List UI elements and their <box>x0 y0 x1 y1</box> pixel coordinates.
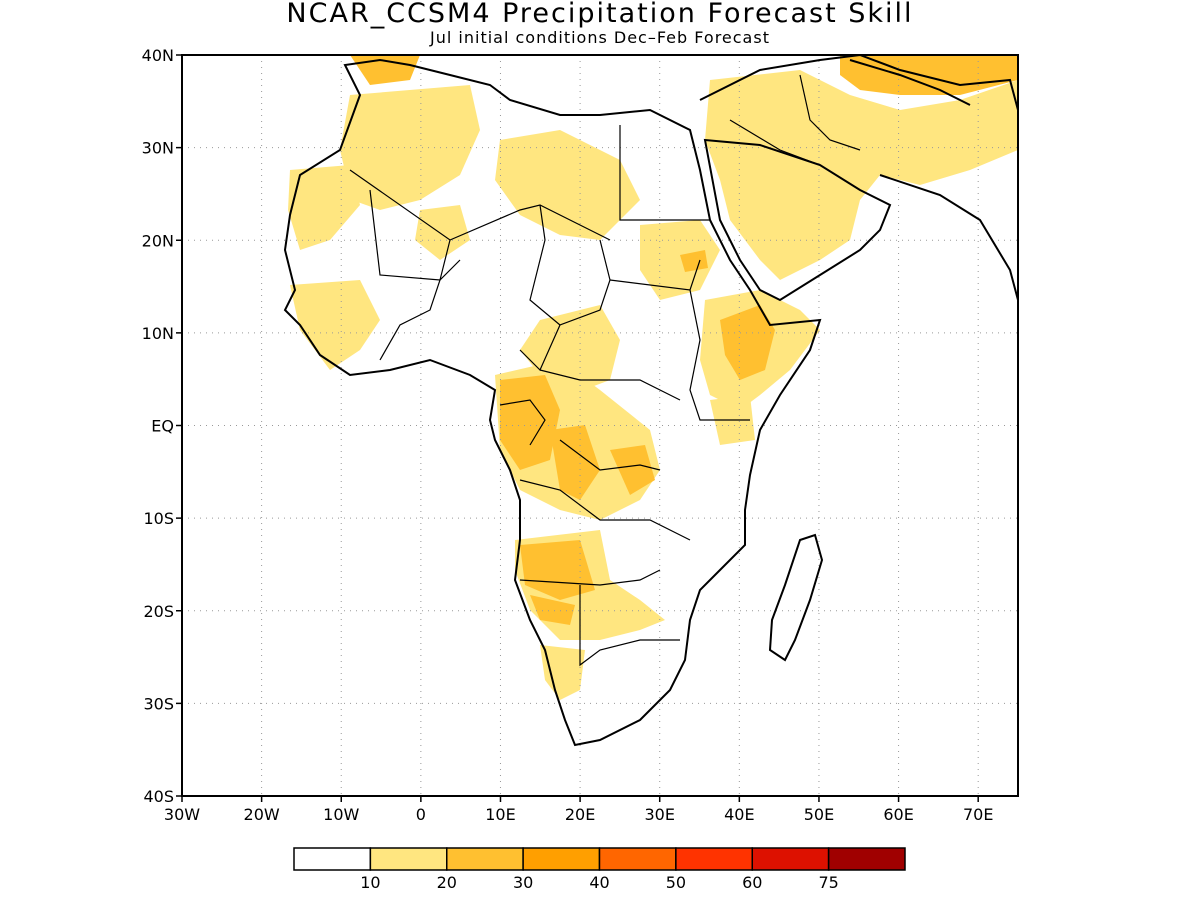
colorbar-label: 60 <box>742 873 762 892</box>
longitude-axis: 30W 20W 10W 0 10E 20E 30E 40E 50E 60E 70E <box>164 796 993 824</box>
colorbar-label: 50 <box>666 873 686 892</box>
colorbar-label: 20 <box>437 873 457 892</box>
colorbar-legend: 10 20 30 40 50 60 75 <box>293 847 906 892</box>
colorbar-label: 75 <box>818 873 838 892</box>
lat-tick-label: 30S <box>143 694 174 713</box>
lon-tick-label: 30E <box>644 805 674 824</box>
lat-tick-label: 10S <box>143 509 174 528</box>
colorbar-swatch <box>522 847 601 871</box>
colorbar-label: 40 <box>589 873 609 892</box>
lat-tick-label: 20S <box>143 602 174 621</box>
colorbar-label: 30 <box>513 873 533 892</box>
lat-tick-label: 40S <box>143 787 174 806</box>
colorbar-swatch <box>675 847 753 871</box>
lon-tick-label: 10W <box>323 805 359 824</box>
colorbar-swatch <box>751 847 830 871</box>
latitude-axis: 40N 30N 20N 10N EQ 10S 20S 30S 40S <box>142 46 182 806</box>
lat-tick-label: EQ <box>151 417 174 436</box>
lon-tick-label: 20W <box>244 805 280 824</box>
lon-tick-label: 30W <box>164 805 200 824</box>
colorbar-swatch <box>446 847 524 871</box>
map-subtitle: Jul initial conditions Dec–Feb Forecast <box>430 28 770 47</box>
lon-tick-label: 60E <box>883 805 913 824</box>
map-title: NCAR_CCSM4 Precipitation Forecast Skill <box>286 0 914 29</box>
lat-tick-label: 20N <box>142 231 174 250</box>
colorbar-swatch <box>369 847 448 871</box>
lon-tick-label: 70E <box>963 805 993 824</box>
colorbar-swatch <box>293 847 372 871</box>
lon-tick-label: 0 <box>416 805 426 824</box>
colorbar-swatch <box>827 847 906 871</box>
lon-tick-label: 50E <box>804 805 834 824</box>
colorbar-label: 10 <box>360 873 380 892</box>
lat-tick-label: 10N <box>142 324 174 343</box>
graticule <box>182 55 1018 796</box>
skill-shading <box>288 55 1018 700</box>
colorbar-swatch <box>598 847 677 871</box>
lat-tick-label: 40N <box>142 46 174 65</box>
lat-tick-label: 30N <box>142 139 174 158</box>
country-borders <box>349 74 861 667</box>
lon-tick-label: 40E <box>724 805 754 824</box>
lon-tick-label: 20E <box>565 805 595 824</box>
lon-tick-label: 10E <box>485 805 515 824</box>
